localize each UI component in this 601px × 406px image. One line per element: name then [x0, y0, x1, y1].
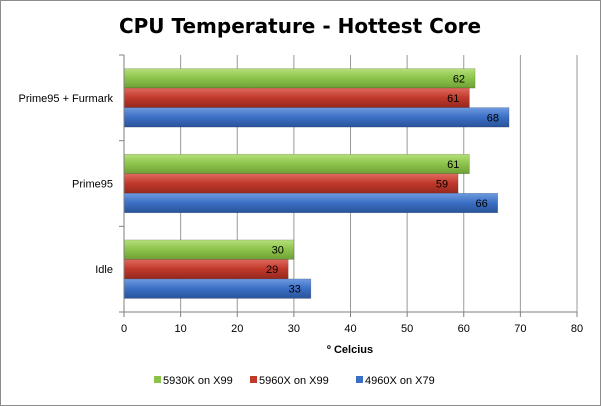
legend-item: 4960X on X79: [356, 375, 435, 387]
legend-swatch: [356, 376, 363, 383]
bar-value-label: 66: [475, 198, 487, 210]
bar-value-label: 61: [447, 93, 459, 105]
bar: [123, 68, 476, 89]
bar: [123, 239, 295, 260]
legend-label: 5960X on X99: [259, 375, 329, 387]
legend-label: 4960X on X79: [365, 375, 435, 387]
x-tick-label: 50: [401, 323, 413, 335]
x-tick-label: 80: [571, 323, 583, 335]
x-tick-label: 0: [121, 323, 127, 335]
x-tick-label: 10: [175, 323, 187, 335]
x-tick-label: 30: [288, 323, 300, 335]
bar-value-label: 59: [436, 179, 448, 191]
x-tick-label: 70: [514, 323, 526, 335]
bars: 62 61 68 61 59 66 30 29 33: [123, 68, 510, 299]
category-label: Prime95: [72, 179, 113, 191]
legend-item: 5930K on X99: [154, 375, 233, 387]
bar: [123, 259, 289, 280]
bar: [123, 87, 470, 108]
legend-swatch: [250, 376, 257, 383]
x-tick-label: 40: [344, 323, 356, 335]
category-label: Prime95 + Furmark: [19, 93, 114, 105]
x-axis-title: º Celcius: [327, 344, 373, 356]
bar-value-label: 33: [289, 284, 301, 296]
bar: [123, 173, 459, 194]
legend-swatch: [154, 376, 161, 383]
bar: [123, 153, 470, 175]
bar: [123, 278, 312, 299]
bar: [123, 192, 499, 214]
bar-value-label: 29: [266, 264, 278, 276]
category-label: Idle: [95, 264, 113, 276]
bar-value-label: 68: [487, 112, 499, 124]
chart-title: CPU Temperature - Hottest Core: [119, 14, 481, 38]
x-tick-label: 20: [231, 323, 243, 335]
bar-value-label: 62: [453, 73, 465, 85]
legend-item: 5960X on X99: [250, 375, 329, 387]
bar-value-label: 30: [272, 245, 284, 257]
x-tick-label: 60: [458, 323, 470, 335]
bar-value-label: 61: [447, 159, 459, 171]
legend-label: 5930K on X99: [163, 375, 233, 387]
legend: 5930K on X99 5960X on X99 4960X on X79: [154, 375, 435, 387]
bar: [123, 107, 510, 128]
axes: 0 10 20 30 40 50 60 70 80 Prime95 + Furmark Prime9…: [19, 54, 583, 335]
